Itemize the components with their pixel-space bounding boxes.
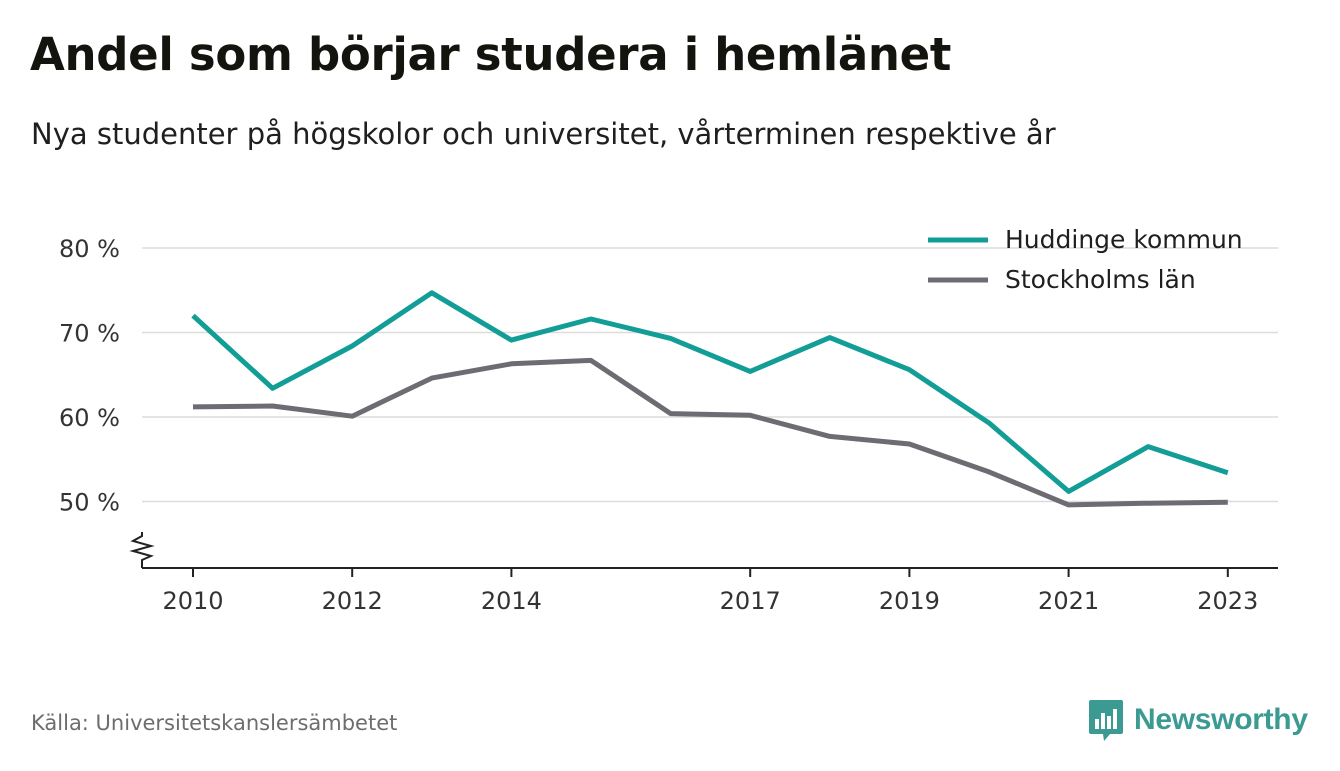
- y-tick-label: 70 %: [59, 320, 120, 348]
- x-tick-label: 2014: [481, 587, 542, 615]
- x-axis: [129, 532, 1278, 569]
- x-axis-tick-labels: 2010 2012 2014 2017 2019 2021 2023: [162, 568, 1258, 615]
- series-lines: [191, 290, 1229, 508]
- x-tick-label: 2017: [720, 587, 781, 615]
- legend-label: Huddinge kommun: [1005, 225, 1243, 254]
- y-tick-label: 80 %: [59, 235, 120, 263]
- x-tick-label: 2012: [322, 587, 383, 615]
- y-tick-label: 60 %: [59, 404, 120, 432]
- x-tick-label: 2010: [162, 587, 223, 615]
- chart-subtitle: Nya studenter på högskolor och universit…: [31, 117, 1056, 151]
- brand-name: Newsworthy: [1134, 703, 1308, 736]
- grid-lines: [142, 247, 1278, 503]
- y-axis-tick-labels: 80 % 70 % 60 % 50 %: [59, 235, 120, 517]
- chart-title: Andel som börjar studera i hemlänet: [30, 28, 952, 81]
- brand-logo: Newsworthy: [1088, 698, 1308, 742]
- bar-chart-speech-bubble-icon: [1089, 700, 1123, 741]
- series-line-0: [191, 290, 1229, 494]
- x-tick-label: 2021: [1038, 587, 1099, 615]
- legend: Huddinge kommun Stockholms län: [928, 225, 1243, 294]
- y-axis-break-marker: [129, 532, 155, 568]
- y-tick-label: 50 %: [59, 489, 120, 517]
- source-note: Källa: Universitetskanslersämbetet: [31, 711, 398, 735]
- legend-label: Stockholms län: [1005, 265, 1196, 294]
- x-tick-label: 2019: [879, 587, 940, 615]
- line-chart: 80 % 70 % 60 % 50 % 2010 2012 2014 2017 2019 202…: [59, 225, 1278, 615]
- series-line-1: [192, 357, 1228, 508]
- x-tick-label: 2023: [1197, 587, 1258, 615]
